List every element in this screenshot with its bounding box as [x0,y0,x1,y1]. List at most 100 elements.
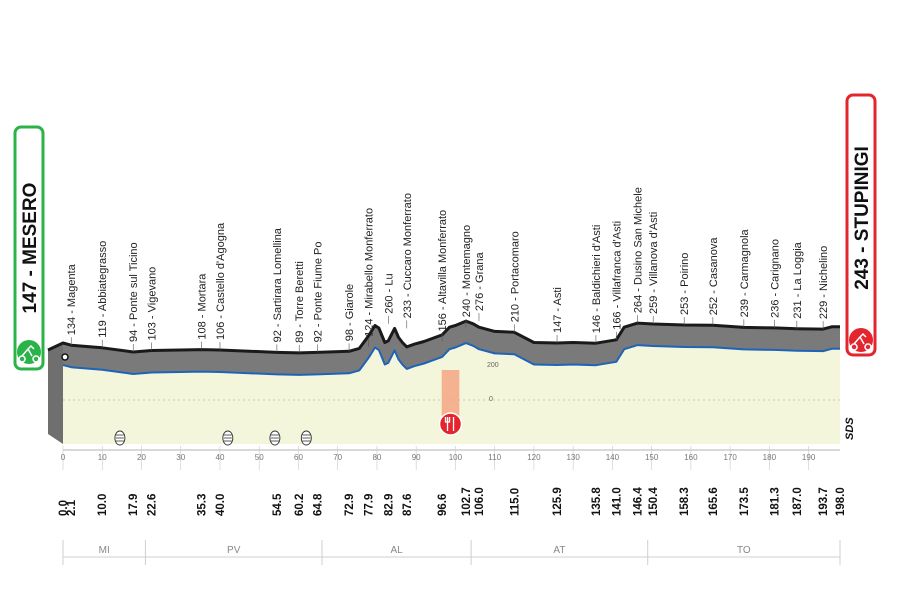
level-crossing-icon [114,430,126,446]
start-bike-glyph-icon [18,344,40,363]
waypoint-km-label: 2.1 [66,499,78,516]
axis-tick-label: 10 [98,453,107,462]
waypoint-km-label: 150.4 [648,487,660,516]
waypoint-km-label: 146.4 [633,487,645,516]
waypoint-km-label: 87.6 [402,494,414,516]
province-label: MI [99,545,110,556]
province-label: TO [737,545,751,556]
waypoint-km-label: 198.0 [835,487,847,516]
sds-logo: SDS [844,417,856,440]
finish-bike-glyph-icon [850,332,872,351]
waypoint-label: 253 - Poirino [679,253,691,315]
province-label: AL [390,545,403,556]
waypoint-label: 260 - Lu [383,273,395,313]
waypoint-km-label: 141.0 [611,487,623,516]
finish-badge: 243 - STUPINIGI [845,93,877,357]
waypoint-km-label: 72.9 [344,494,356,516]
waypoint-km-label: 64.8 [312,493,324,516]
waypoint-km-label: 115.0 [509,488,521,516]
waypoint-km-label: 17.9 [128,494,140,516]
axis-tick-label: 110 [488,453,501,462]
axis-tick-label: 20 [137,453,146,462]
waypoint-label: 124 - Mirabello Monferrato [364,208,376,337]
axis-tick-label: 80 [372,453,381,462]
province-bar: MI PV AL AT TO [62,540,841,565]
waypoint-km-label: 158.3 [679,487,691,516]
profile-layer [47,319,840,446]
waypoint-km-label: 187.0 [792,487,804,516]
waypoint-label: 239 - Carmagnola [739,228,751,317]
axis-tick-label: 180 [763,453,777,462]
axis-tick-label: 160 [684,453,698,462]
waypoint-label: 156 - Altavilla Monferrato [437,210,449,332]
waypoint-label: 166 - Villafranca d'Asti [611,221,623,330]
waypoint-label: 98 - Giarole [344,284,356,341]
waypoint-km-label: 135.8 [591,487,603,516]
province-label: PV [227,545,241,556]
waypoint-label: 146 - Baldichieri d'Asti [591,225,603,334]
axis-tick-label: 100 [449,453,463,462]
waypoint-label: 106 - Castello d'Agogna [215,222,227,340]
level-crossing-icon [222,430,234,446]
axis-tick-label: 40 [216,453,225,462]
finish-badge-frame [845,93,877,357]
waypoint-km-label: 125.9 [552,487,564,516]
waypoint-km-label: 10.0 [97,494,109,516]
finish-label: 243 - STUPINIGI [852,146,873,290]
waypoint-km-label: 54.5 [272,493,284,516]
waypoint-km-label: 173.5 [739,487,751,516]
start-label: 147 - MESERO [20,183,41,314]
waypoint-km-label: 106.0 [474,487,486,516]
waypoint-km-label: 60.2 [294,494,306,516]
level-crossing-icon [269,430,281,446]
axis-tick-label: 170 [723,453,737,462]
waypoint-km-label: 35.3 [197,494,209,516]
waypoint-label: 119 - Abbiategrasso [97,241,109,338]
axis-tick-label: 60 [294,453,303,462]
feed-zone-band [441,370,460,422]
waypoint-km-label: 0.0 [58,500,70,516]
waypoint-label: 259 - Villanova d'Asti [648,212,660,314]
axis-tick-label: 120 [527,453,541,462]
feed-zone-icon [438,412,463,436]
waypoint-label: 240 - Montemagno [461,225,473,317]
waypoint-label: 108 - Mortara [197,273,209,340]
profile-side [48,343,63,444]
waypoint-label: 147 - Asti [552,287,564,333]
waypoint-label: 210 - Portacomaro [509,231,521,322]
axis-tick-label: 140 [606,453,620,462]
altitude-200-label: 200 [487,362,499,369]
axis-tick-label: 70 [333,453,342,462]
waypoint-label: 92 - Sartirara Lomellina [272,227,284,342]
distance-axis: 0 10 20 30 40 50 60 70 80 90 100 110 120 130 140 150 160… [61,446,840,470]
waypoint-km-labels: 0.02.1 10.0 17.9 22.6 35.3 40.0 54.5 60.2 64.8 72… [58,487,847,516]
waypoint-label: 276 - Grana [474,252,486,312]
waypoint-label: 233 - Cuccaro Monferrato [402,193,414,318]
waypoint-km-label: 82.9 [383,494,395,516]
level-crossing-icon [300,430,312,446]
waypoint-label: 94 - Ponte sul Ticino [128,242,140,342]
waypoint-label: 236 - Carignano [770,239,782,318]
start-dot [61,353,69,361]
axis-tick-label: 130 [566,453,580,462]
waypoint-km-label: 40.0 [215,494,227,516]
waypoint-km-label: 22.6 [147,494,159,516]
start-badge-frame [13,125,45,371]
waypoint-label: 231 - La Loggia [792,241,804,318]
axis-tick-label: 150 [645,453,659,462]
altitude-0-label: 0 [489,396,493,403]
axis-tick-label: 30 [176,453,185,462]
start-badge: 147 - MESERO [13,125,45,371]
waypoint-label: 252 - Casanova [708,237,720,316]
waypoint-label: 92 - Ponte Fiume Po [312,242,324,343]
waypoint-label: 134 - Magenta [66,263,78,335]
axis-tick-label: 50 [255,453,264,462]
waypoint-label: 103 - Vigevano [147,267,159,341]
axis-tick-label: 190 [802,453,816,462]
waypoint-km-label: 165.6 [708,487,720,516]
waypoint-km-label: 96.6 [437,494,449,516]
waypoint-km-label: 193.7 [818,487,830,516]
cutlery-glyph-icon [444,417,455,431]
axis-tick-label: 90 [412,453,421,462]
